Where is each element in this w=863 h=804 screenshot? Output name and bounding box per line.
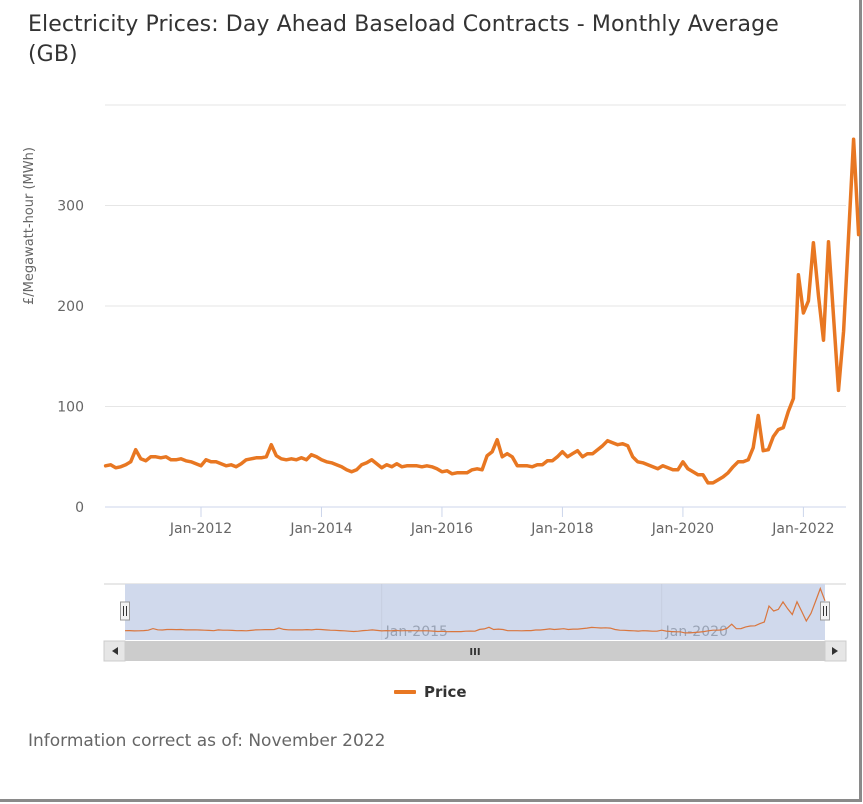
y-tick-label: 200 [57, 299, 84, 315]
navigator-label: Jan-2015 [385, 624, 448, 640]
y-axis-ticks: 0 100 200 300 [57, 199, 84, 517]
arrow-left-icon [112, 647, 118, 655]
x-tick-label: Jan-2020 [651, 521, 714, 537]
navigator-series [124, 586, 826, 634]
handle-box [820, 601, 830, 621]
x-tick-label: Jan-2018 [530, 521, 593, 537]
price-line [103, 137, 861, 485]
x-axis: Jan-2012 Jan-2014 Jan-2016 Jan-2018 Jan-2020… [169, 507, 835, 537]
price-series [103, 137, 861, 485]
scrollbar[interactable]: III [103, 640, 847, 662]
y-tick-label: 300 [57, 199, 84, 215]
navigator-handle-right[interactable] [820, 601, 830, 621]
x-tick-label: Jan-2016 [410, 521, 473, 537]
scrollbar-grip: III [469, 647, 480, 658]
legend-label: Price [424, 683, 467, 701]
handle-box [120, 601, 130, 621]
legend-line-icon [394, 690, 416, 694]
scroll-left-button[interactable] [103, 640, 126, 662]
y-axis-label: £/Megawatt-hour (MWh) [22, 147, 37, 305]
info-date-note: Information correct as of: November 2022 [28, 731, 386, 751]
y-tick-label: 0 [75, 500, 84, 516]
x-tick-label: Jan-2014 [289, 521, 352, 537]
grid-lines [105, 104, 846, 508]
x-tick-label: Jan-2012 [169, 521, 232, 537]
scroll-right-button[interactable] [824, 640, 847, 662]
navigator-handle-left[interactable] [120, 601, 130, 621]
y-tick-label: 100 [57, 400, 84, 416]
chart-title: Electricity Prices: Day Ahead Baseload C… [28, 12, 779, 67]
x-tick-label: Jan-2022 [771, 521, 834, 537]
scrollbar-thumb [125, 641, 825, 661]
legend-item-price[interactable]: Price [394, 683, 467, 701]
arrow-right-icon [832, 647, 838, 655]
